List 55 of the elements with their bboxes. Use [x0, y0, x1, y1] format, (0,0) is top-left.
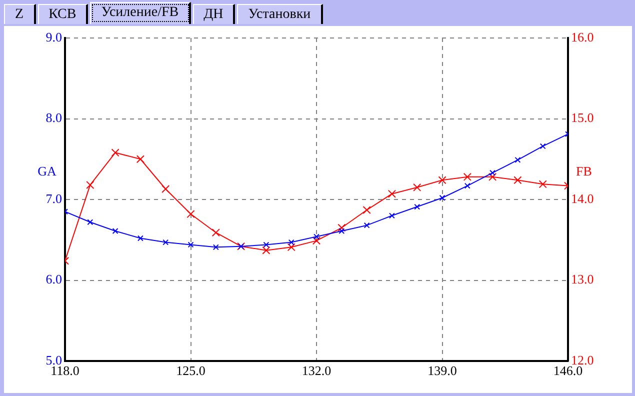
point	[162, 239, 169, 246]
point	[362, 206, 371, 214]
point	[490, 170, 496, 176]
y-tick-label: 9.0	[46, 29, 62, 44]
text: Z	[4, 4, 36, 24]
point	[288, 239, 294, 246]
point	[212, 244, 219, 250]
point	[414, 204, 420, 210]
point	[514, 176, 522, 184]
point	[388, 190, 396, 198]
point	[514, 156, 521, 163]
y2-tick-label: 13.0	[571, 272, 594, 287]
point	[212, 228, 220, 237]
point	[338, 224, 346, 232]
x-tick-label: 125.0	[176, 363, 206, 378]
point	[287, 243, 296, 252]
point	[413, 183, 422, 192]
point	[137, 235, 144, 242]
point	[112, 228, 118, 234]
point	[312, 236, 321, 245]
point	[388, 212, 395, 219]
y2-axis-title: FB	[576, 163, 592, 178]
y-tick-label: 5.0	[46, 352, 62, 368]
point	[540, 143, 546, 150]
y2-tick-label: 15.0	[571, 110, 594, 126]
point	[86, 180, 94, 189]
text: ДН	[192, 4, 236, 24]
point	[438, 176, 446, 184]
y2-tick-label: 14.0	[571, 190, 594, 206]
point	[338, 228, 345, 234]
point	[263, 242, 270, 248]
y-tick-label: 7.0	[46, 190, 62, 206]
x-tick-label: 132.0	[302, 363, 332, 378]
y-tick-label: 6.0	[46, 272, 62, 287]
point	[262, 246, 270, 254]
point	[439, 194, 446, 201]
point	[464, 182, 470, 189]
point	[162, 184, 170, 194]
point	[463, 172, 472, 181]
text: Установки	[237, 4, 323, 24]
point	[87, 219, 94, 226]
point	[111, 148, 120, 157]
point	[538, 180, 547, 188]
point	[136, 155, 144, 164]
text: КСВ	[38, 4, 88, 24]
y-axis-title: GA	[38, 163, 57, 178]
y2-tick-label: 16.0	[571, 29, 594, 44]
x-tick-label: 139.0	[428, 363, 457, 378]
point	[188, 242, 194, 248]
point	[488, 172, 497, 181]
y-tick-label: 8.0	[46, 110, 62, 126]
text: Усиление/FB	[90, 2, 191, 24]
point	[314, 234, 320, 240]
point	[364, 222, 370, 228]
point	[186, 210, 195, 218]
